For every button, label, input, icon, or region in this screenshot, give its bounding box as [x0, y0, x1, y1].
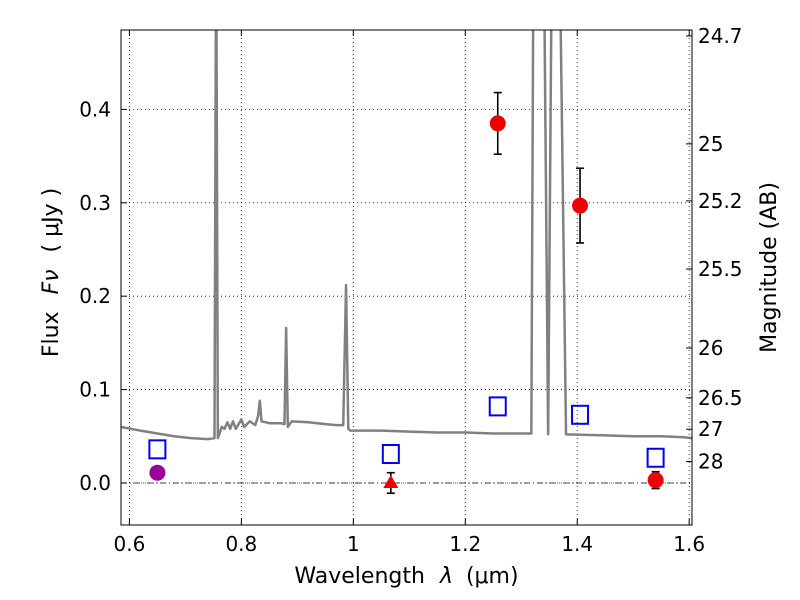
- y-tick-label: 0.0: [79, 471, 111, 495]
- template-spectrum-line: [121, 30, 692, 441]
- y-tick-label: 0.2: [79, 284, 111, 308]
- observed-flux-point: [647, 472, 664, 489]
- axis-ticks: 0.6 0.8 1 1.2 1.4 1.6 0.0 0.1 0.2 0.3 0.4 24.7 25 25.…: [79, 24, 742, 556]
- magnitude-tick-label: 25: [698, 132, 723, 156]
- optical-flux-point: [149, 464, 166, 481]
- model-square-point: [488, 396, 507, 417]
- plot-area: [121, 30, 692, 495]
- x-axis-label-text: Wavelength: [294, 564, 425, 589]
- grid-lines: [121, 30, 692, 525]
- observed-flux-point: [489, 115, 506, 132]
- upper-limit-point: [383, 474, 399, 488]
- x-tick-label: 1.4: [561, 532, 593, 556]
- y-tick-label: 0.3: [79, 191, 111, 215]
- model-square-point: [646, 447, 665, 468]
- x-tick-label: 1.6: [673, 532, 705, 556]
- x-tick-label: 0.8: [225, 532, 257, 556]
- x-tick-label: 0.6: [113, 532, 145, 556]
- magnitude-tick-label: 28: [698, 450, 723, 474]
- magnitude-tick-label: 24.7: [698, 24, 743, 48]
- x-axis-label-unit: (μm): [466, 564, 519, 589]
- model-square-point: [571, 404, 590, 425]
- plot-frame: [120, 29, 693, 526]
- magnitude-tick-label: 27: [698, 417, 723, 441]
- x-tick-label: 1: [347, 532, 360, 556]
- x-tick-label: 1.2: [449, 532, 481, 556]
- model-square-point: [148, 439, 167, 460]
- magnitude-tick-label: 25.2: [698, 189, 743, 213]
- y-tick-label: 0.4: [79, 97, 111, 121]
- magnitude-tick-label: 25.5: [698, 257, 743, 281]
- model-square-point: [381, 444, 400, 465]
- y-axis-label-symbol: Fν: [39, 269, 64, 294]
- x-axis-label-symbol: λ: [439, 564, 453, 589]
- y-axis-label-text: Flux: [39, 311, 64, 357]
- y-tick-label: 0.1: [79, 378, 111, 402]
- magnitude-tick-label: 26.5: [698, 386, 743, 410]
- magnitude-tick-label: 26: [698, 336, 723, 360]
- observed-flux-point: [572, 197, 589, 214]
- x-axis-label: Wavelength λ (μm): [294, 564, 518, 589]
- magnitude-axis-label: Magnitude (AB): [757, 182, 782, 353]
- y-axis-label: Flux Fν ( μJy ): [39, 188, 64, 357]
- y-axis-label-unit: ( μJy ): [39, 188, 64, 253]
